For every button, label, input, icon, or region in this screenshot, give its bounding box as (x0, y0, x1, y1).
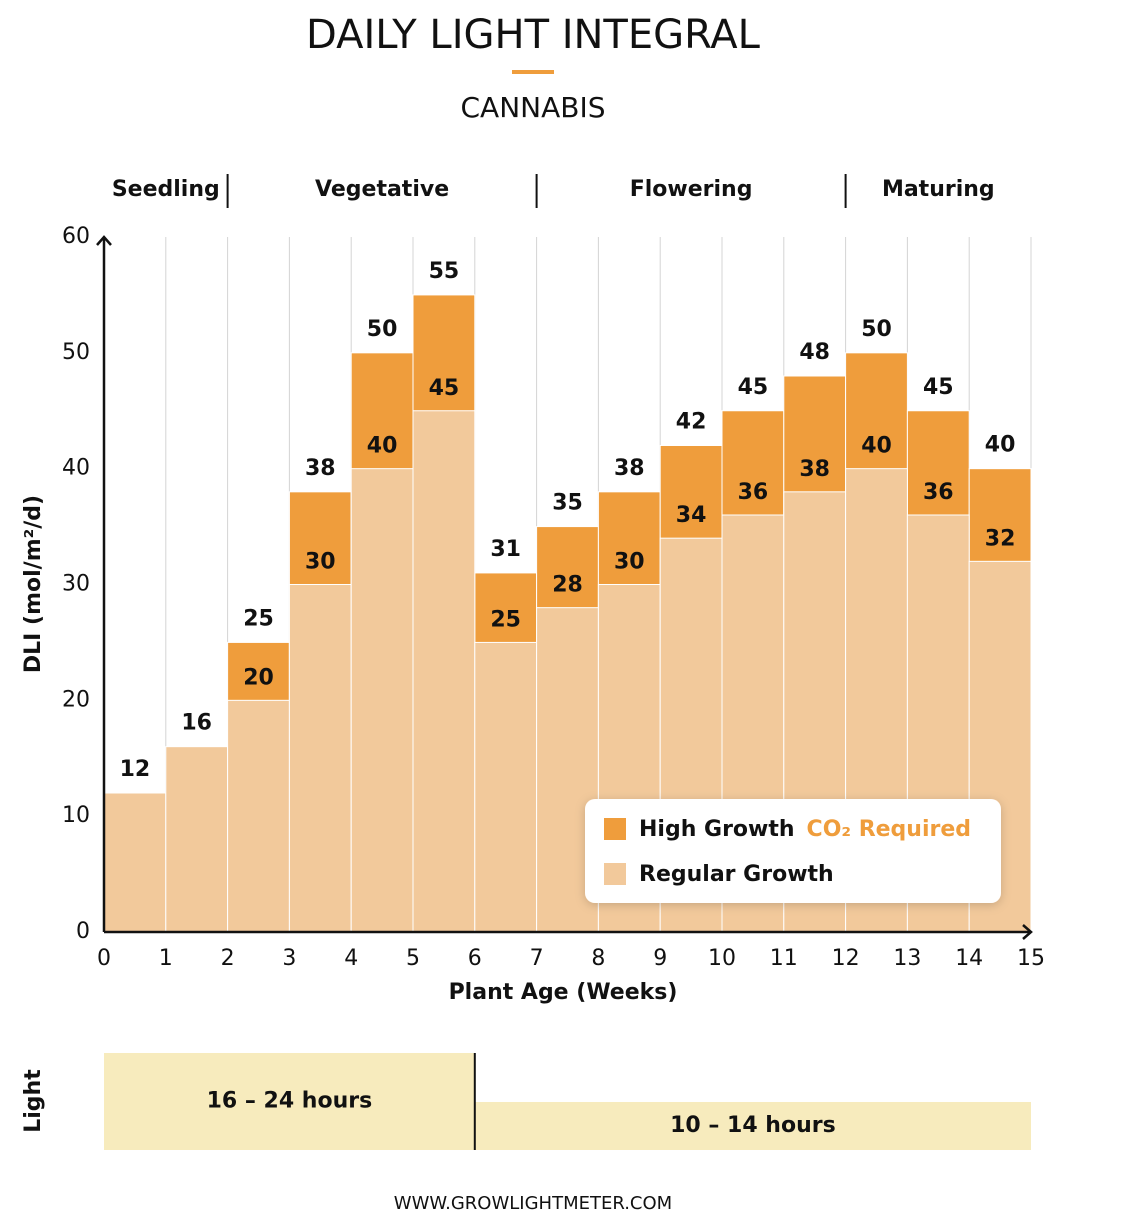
legend-label: Regular Growth (639, 862, 834, 887)
legend-annotation: CO₂ Required (807, 817, 971, 842)
footer: WWW.GROWLIGHTMETER.COM (394, 1193, 672, 1214)
value-label: 30 (614, 550, 645, 575)
bar (474, 641, 538, 933)
bar (165, 746, 229, 933)
x-axis-arrow (1022, 924, 1033, 940)
legend-box (585, 799, 1001, 903)
value-label: 40 (861, 434, 892, 459)
value-label: 42 (676, 410, 707, 435)
bar (103, 792, 167, 933)
x-tick-label: 15 (1017, 946, 1045, 971)
legend-swatch (604, 863, 626, 885)
y-tick-label: 30 (62, 572, 90, 597)
value-label: 30 (305, 550, 336, 575)
y-tick-label: 60 (62, 224, 90, 249)
value-label: 36 (923, 480, 954, 505)
chart-title: DAILY LIGHT INTEGRAL (306, 12, 761, 58)
x-tick-label: 2 (221, 946, 235, 971)
value-label: 45 (923, 375, 954, 400)
x-tick-label: 5 (406, 946, 420, 971)
legend-swatch (604, 818, 626, 840)
light-band (104, 1053, 475, 1150)
x-tick-label: 4 (344, 946, 358, 971)
legend-label: High Growth (639, 817, 795, 842)
light-label: Light (21, 1069, 46, 1133)
x-tick-label: 13 (893, 946, 921, 971)
value-label: 28 (552, 573, 583, 598)
value-label: 48 (799, 340, 830, 365)
value-label: 25 (490, 607, 521, 632)
value-label: 12 (120, 757, 151, 782)
x-tick-label: 11 (770, 946, 798, 971)
value-label: 35 (552, 491, 583, 516)
y-tick-label: 20 (62, 687, 90, 712)
value-label: 38 (305, 456, 336, 481)
value-label: 40 (367, 434, 398, 459)
x-tick-label: 12 (832, 946, 860, 971)
title-rule (512, 70, 554, 74)
value-label: 50 (861, 317, 892, 342)
bar (350, 468, 414, 933)
bar (412, 410, 476, 933)
value-label: 16 (181, 711, 212, 736)
value-label: 40 (985, 433, 1016, 458)
x-tick-label: 3 (282, 946, 296, 971)
value-label: 32 (985, 526, 1016, 551)
y-tick-label: 0 (76, 919, 90, 944)
value-label: 25 (243, 606, 274, 631)
value-label: 45 (738, 375, 769, 400)
x-tick-label: 0 (97, 946, 111, 971)
value-label: 31 (490, 537, 521, 562)
value-label: 50 (367, 317, 398, 342)
y-tick-label: 50 (62, 340, 90, 365)
y-axis-arrow (96, 235, 112, 246)
value-label: 36 (738, 480, 769, 505)
value-label: 38 (614, 456, 645, 481)
y-tick-label: 10 (62, 803, 90, 828)
light-period-label: 16 – 24 hours (207, 1089, 373, 1114)
bar (227, 699, 290, 933)
x-tick-label: 14 (955, 946, 983, 971)
value-label: 20 (243, 665, 274, 690)
x-tick-label: 9 (653, 946, 667, 971)
x-tick-label: 1 (159, 946, 173, 971)
value-label: 55 (429, 259, 460, 284)
chart-subtitle: CANNABIS (461, 91, 606, 124)
x-tick-label: 7 (530, 946, 544, 971)
x-tick-label: 10 (708, 946, 736, 971)
y-tick-label: 40 (62, 456, 90, 481)
y-axis-title: DLI (mol/m²/d) (21, 495, 46, 673)
value-label: 45 (429, 376, 460, 401)
x-tick-label: 6 (468, 946, 482, 971)
value-label: 38 (799, 457, 830, 482)
stage-label: Flowering (630, 177, 753, 202)
stage-label: Maturing (882, 177, 995, 202)
x-axis-title: Plant Age (Weeks) (449, 980, 678, 1005)
stage-label: Seedling (112, 177, 220, 202)
x-tick-label: 8 (591, 946, 605, 971)
value-label: 34 (676, 503, 707, 528)
stage-label: Vegetative (315, 177, 449, 202)
light-band (474, 1102, 1031, 1150)
light-period-label: 10 – 14 hours (670, 1113, 836, 1138)
bar (288, 584, 352, 933)
